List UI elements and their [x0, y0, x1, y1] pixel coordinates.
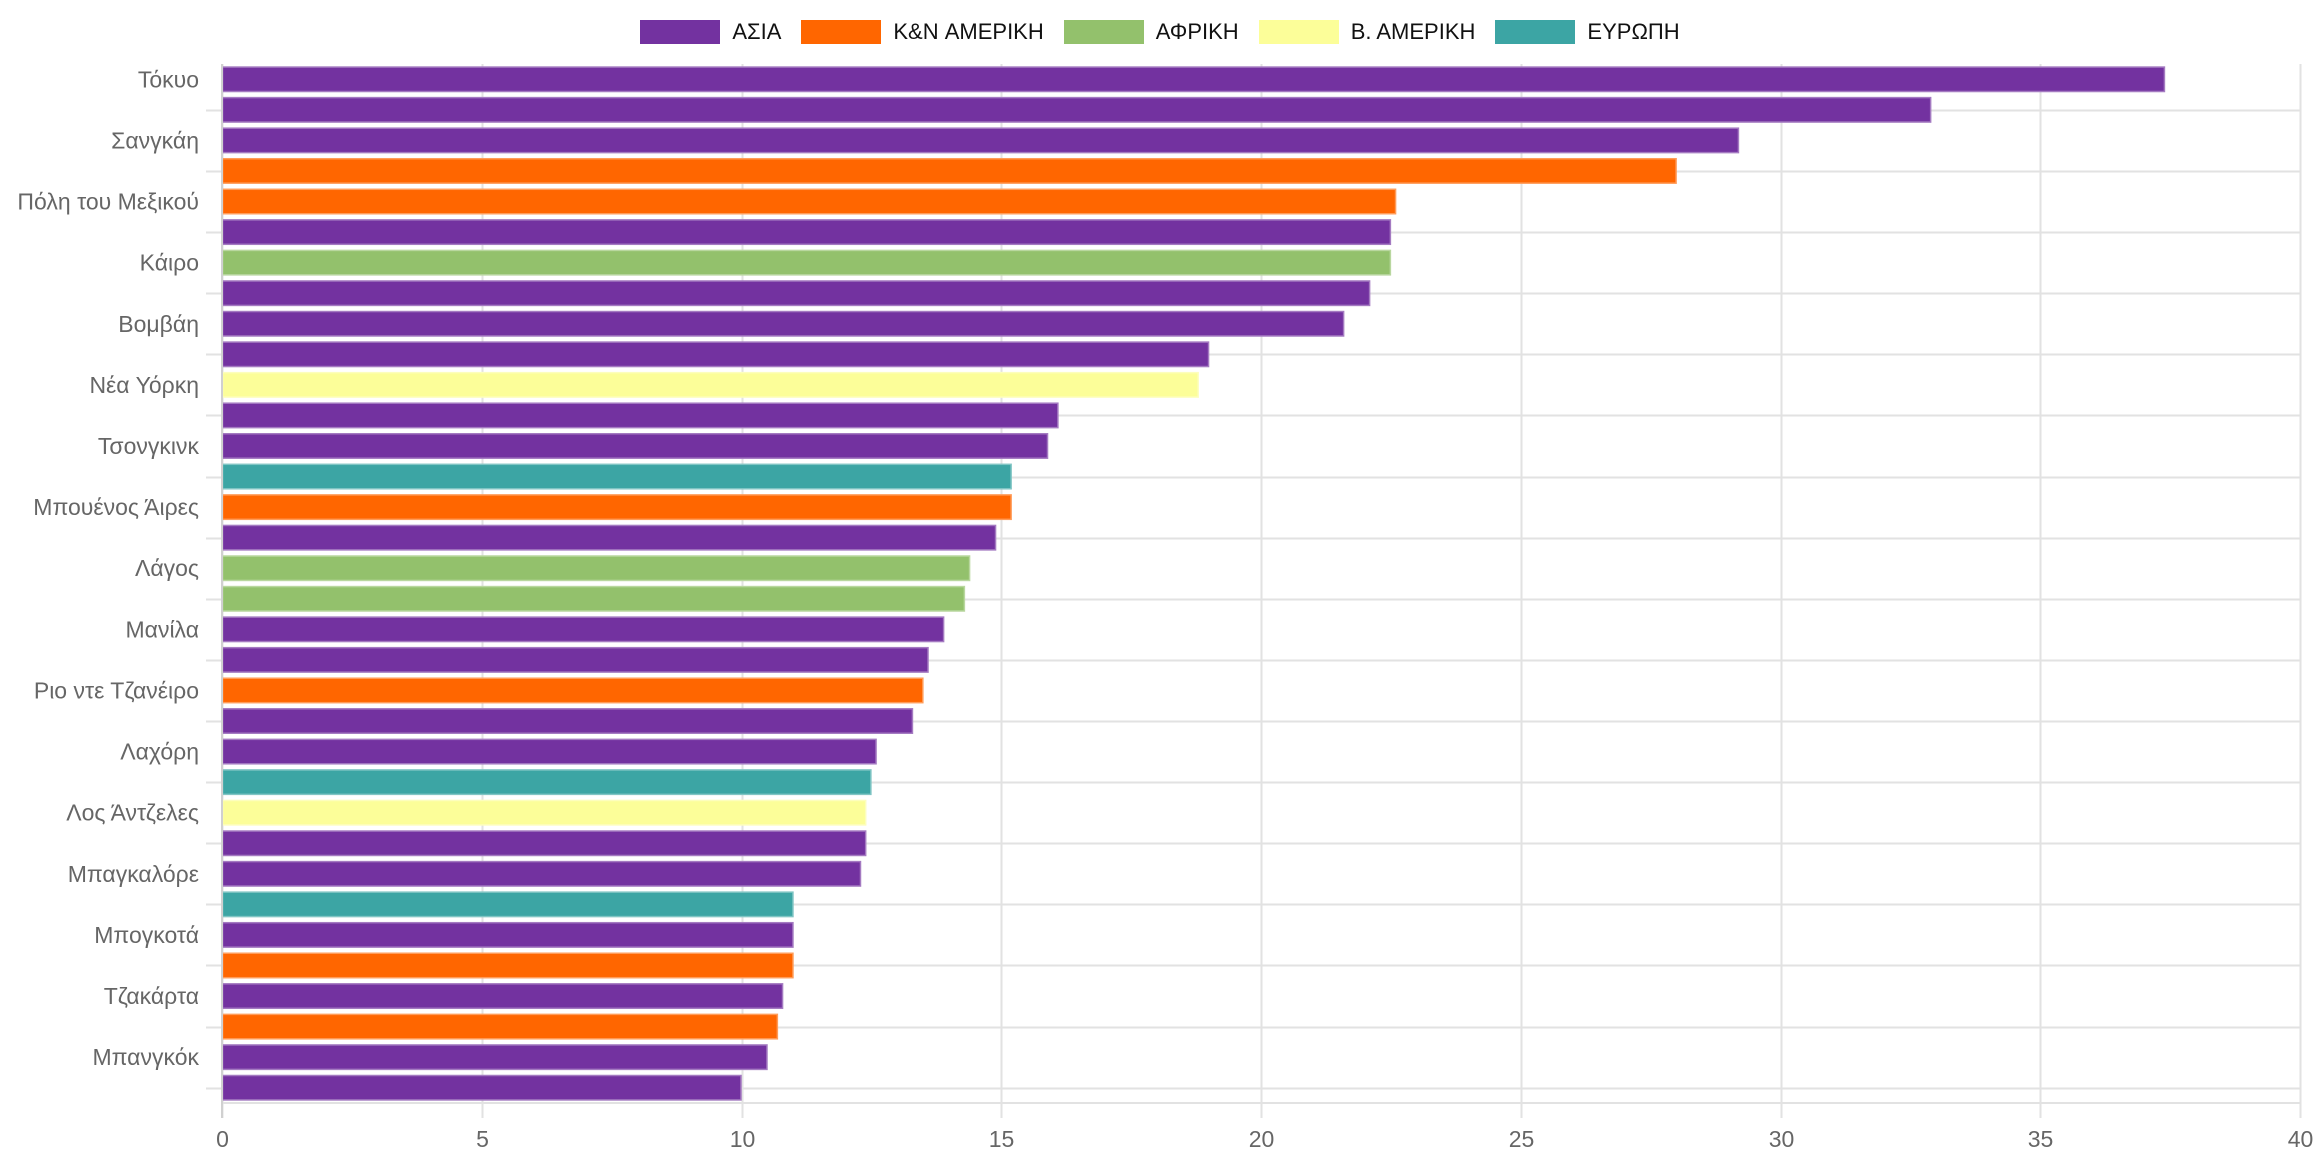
legend-label-central-south-america: K&N ΑΜΕΡΙΚΗ	[893, 19, 1044, 44]
bar[interactable]	[221, 494, 1012, 521]
y-axis-labels: Τόκυο Σανγκάη Πόλη του Μεξικού Κάιρο Βομβάη Ν…	[17, 66, 199, 1070]
bar[interactable]	[221, 249, 1392, 276]
x-tick-label: 10	[730, 1126, 756, 1152]
bar[interactable]	[221, 157, 1677, 184]
bar[interactable]	[221, 646, 929, 673]
y-tick-label: Σανγκάη	[111, 127, 199, 153]
bar[interactable]	[221, 280, 1371, 307]
legend-swatch-europe	[1495, 20, 1576, 44]
y-tick-label: Λάγος	[135, 555, 199, 581]
x-tick-label: 30	[1769, 1126, 1795, 1152]
legend-label-north-america: Β. ΑΜΕΡΙΚΗ	[1350, 19, 1476, 44]
y-tick-label: Κάιρο	[140, 250, 199, 276]
legend-item-europe[interactable]: ΕΥΡΩΠΗ	[1495, 19, 1680, 44]
y-tick-label: Ριο ντε Τζανέιρο	[34, 677, 199, 703]
legend: ΑΣΙΑ K&N ΑΜΕΡΙΚΗ ΑΦΡΙΚΗ Β. ΑΜΕΡΙΚΗ ΕΥΡΩΠ…	[0, 20, 2320, 44]
bar[interactable]	[221, 799, 867, 826]
y-tick-label: Λαχόρη	[120, 739, 199, 765]
legend-swatch-africa	[1063, 20, 1144, 44]
x-tick-label: 5	[476, 1126, 489, 1152]
y-tick-label: Λος Άντζελες	[66, 800, 199, 826]
bar[interactable]	[221, 310, 1345, 337]
x-tick-label: 20	[1249, 1126, 1275, 1152]
x-tick-label: 0	[216, 1126, 229, 1152]
legend-item-central-south-america[interactable]: K&N ΑΜΕΡΙΚΗ	[801, 19, 1044, 44]
y-tick-label: Μανίλα	[125, 616, 199, 642]
y-tick-label: Μπουένος Άιρες	[33, 494, 199, 520]
bar[interactable]	[221, 983, 784, 1010]
x-tick-label: 40	[2288, 1126, 2314, 1152]
bar[interactable]	[221, 341, 1210, 368]
bar[interactable]	[221, 677, 924, 704]
y-tick-label: Μπανγκόκ	[92, 1044, 199, 1070]
x-tick-label: 15	[989, 1126, 1015, 1152]
bar[interactable]	[221, 371, 1199, 398]
legend-label-asia: ΑΣΙΑ	[732, 19, 782, 44]
bar[interactable]	[221, 738, 877, 765]
bar[interactable]	[221, 708, 914, 734]
bar[interactable]	[221, 188, 1397, 215]
bar[interactable]	[221, 219, 1392, 246]
bar[interactable]	[221, 433, 1049, 459]
bar[interactable]	[221, 585, 966, 612]
bar[interactable]	[221, 127, 1740, 154]
y-tick-label: Τσονγκινκ	[98, 433, 200, 459]
bar[interactable]	[221, 891, 794, 918]
bar[interactable]	[221, 1074, 742, 1101]
y-tick-label: Τόκυο	[138, 66, 199, 92]
y-tick-label: Μπογκοτά	[94, 922, 199, 948]
y-tick-label: Νέα Υόρκη	[89, 372, 199, 398]
legend-item-africa[interactable]: ΑΦΡΙΚΗ	[1063, 19, 1239, 44]
bar[interactable]	[221, 616, 945, 643]
legend-item-north-america[interactable]: Β. ΑΜΕΡΙΚΗ	[1258, 19, 1476, 44]
legend-swatch-central-south-america	[801, 20, 882, 44]
bar[interactable]	[221, 402, 1059, 429]
legend-label-africa: ΑΦΡΙΚΗ	[1155, 19, 1239, 44]
bar[interactable]	[221, 96, 1932, 123]
bar[interactable]	[221, 860, 862, 887]
bar[interactable]	[221, 524, 997, 551]
y-tick-label: Τζακάρτα	[104, 983, 199, 1009]
legend-swatch-north-america	[1258, 20, 1339, 44]
bar[interactable]	[221, 952, 794, 979]
bar[interactable]	[221, 555, 971, 582]
y-tick-label: Πόλη του Μεξικού	[17, 189, 199, 215]
x-tick-label: 25	[1509, 1126, 1535, 1152]
x-axis-labels: 0 5 10 15 20 25 30 35 40	[216, 1126, 2313, 1152]
legend-label-europe: ΕΥΡΩΠΗ	[1587, 19, 1680, 44]
bars	[221, 66, 2166, 1101]
y-tick-label: Μπαγκαλόρε	[68, 861, 199, 887]
bar[interactable]	[221, 1044, 768, 1071]
axes	[221, 64, 2300, 1118]
bar[interactable]	[221, 921, 794, 948]
legend-item-asia[interactable]: ΑΣΙΑ	[640, 20, 781, 44]
legend-swatch-asia	[640, 20, 721, 44]
bar[interactable]	[221, 66, 2166, 93]
y-tick-label: Βομβάη	[118, 311, 199, 337]
bar[interactable]	[221, 463, 1012, 490]
bar[interactable]	[221, 1013, 779, 1040]
x-tick-label: 35	[2028, 1126, 2054, 1152]
bar[interactable]	[221, 830, 867, 857]
bar[interactable]	[221, 769, 872, 796]
